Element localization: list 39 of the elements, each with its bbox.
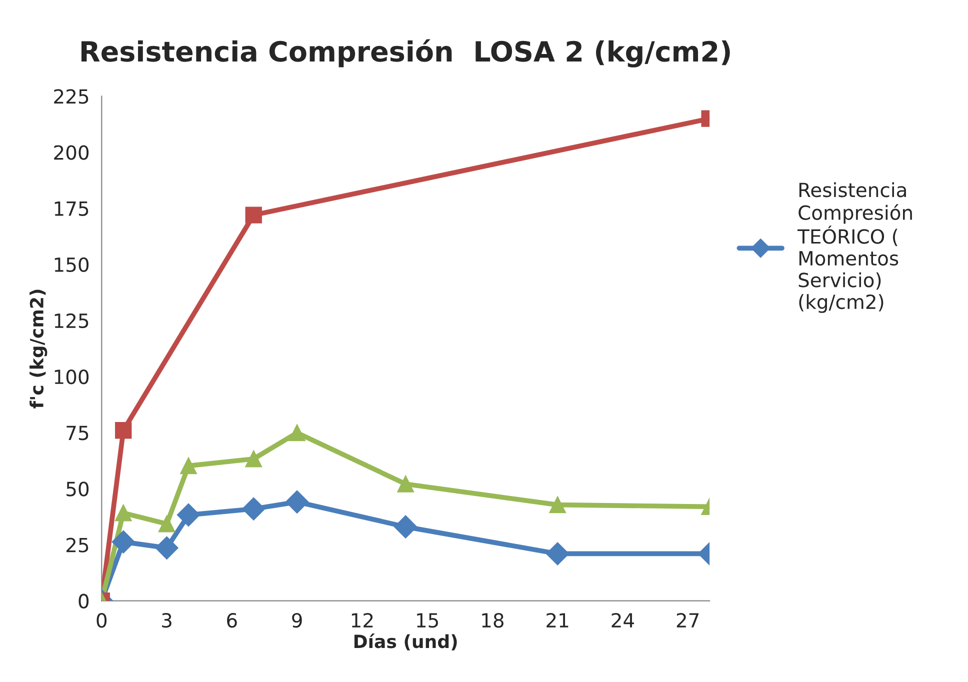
point	[112, 530, 135, 554]
point	[245, 206, 262, 224]
y-tick-label: 175	[54, 202, 88, 216]
x-tick-label: 27	[676, 612, 699, 628]
y-tick-label: 225	[54, 89, 88, 104]
y-tick-label: 200	[54, 145, 89, 160]
point	[158, 516, 176, 532]
y-tick-label: 0	[78, 594, 89, 609]
x-tick-label: 18	[482, 612, 504, 628]
point	[176, 503, 200, 526]
point	[155, 536, 178, 560]
point	[549, 496, 566, 514]
x-tick-label: 0	[96, 612, 107, 628]
point	[286, 490, 309, 514]
y-tick-label: 25	[66, 538, 88, 552]
point	[245, 450, 262, 468]
y-axis-title: f'c (kg/cm2)	[30, 290, 48, 408]
x-tick-label: 21	[546, 612, 568, 628]
legend-label: Resistencia Compresión TEÓRICO ( Momentos Servicio) (kg/cm2)	[797, 182, 912, 313]
x-tick-label: 12	[352, 612, 373, 628]
y-tick-label: 50	[66, 482, 89, 496]
y-tick-label: 125	[54, 313, 88, 328]
y-tick-label: 150	[54, 257, 89, 272]
point	[115, 422, 132, 439]
point	[180, 457, 197, 474]
x-tick-label: 24	[612, 612, 634, 628]
y-tick-label: 75	[66, 426, 88, 440]
point	[242, 497, 266, 520]
x-tick-label: 6	[227, 612, 237, 628]
point	[397, 476, 414, 492]
y-tick-label: 100	[54, 369, 89, 384]
x-tick-label: 9	[292, 612, 302, 628]
chart-title: Resistencia Compresión LOSA 2 (kg/cm2)	[81, 39, 730, 68]
x-tick-label: 3	[162, 612, 172, 628]
x-axis-title: Días (und)	[354, 634, 457, 650]
point	[394, 515, 418, 538]
x-tick-label: 15	[417, 613, 438, 628]
point	[288, 424, 306, 442]
point	[115, 504, 132, 522]
